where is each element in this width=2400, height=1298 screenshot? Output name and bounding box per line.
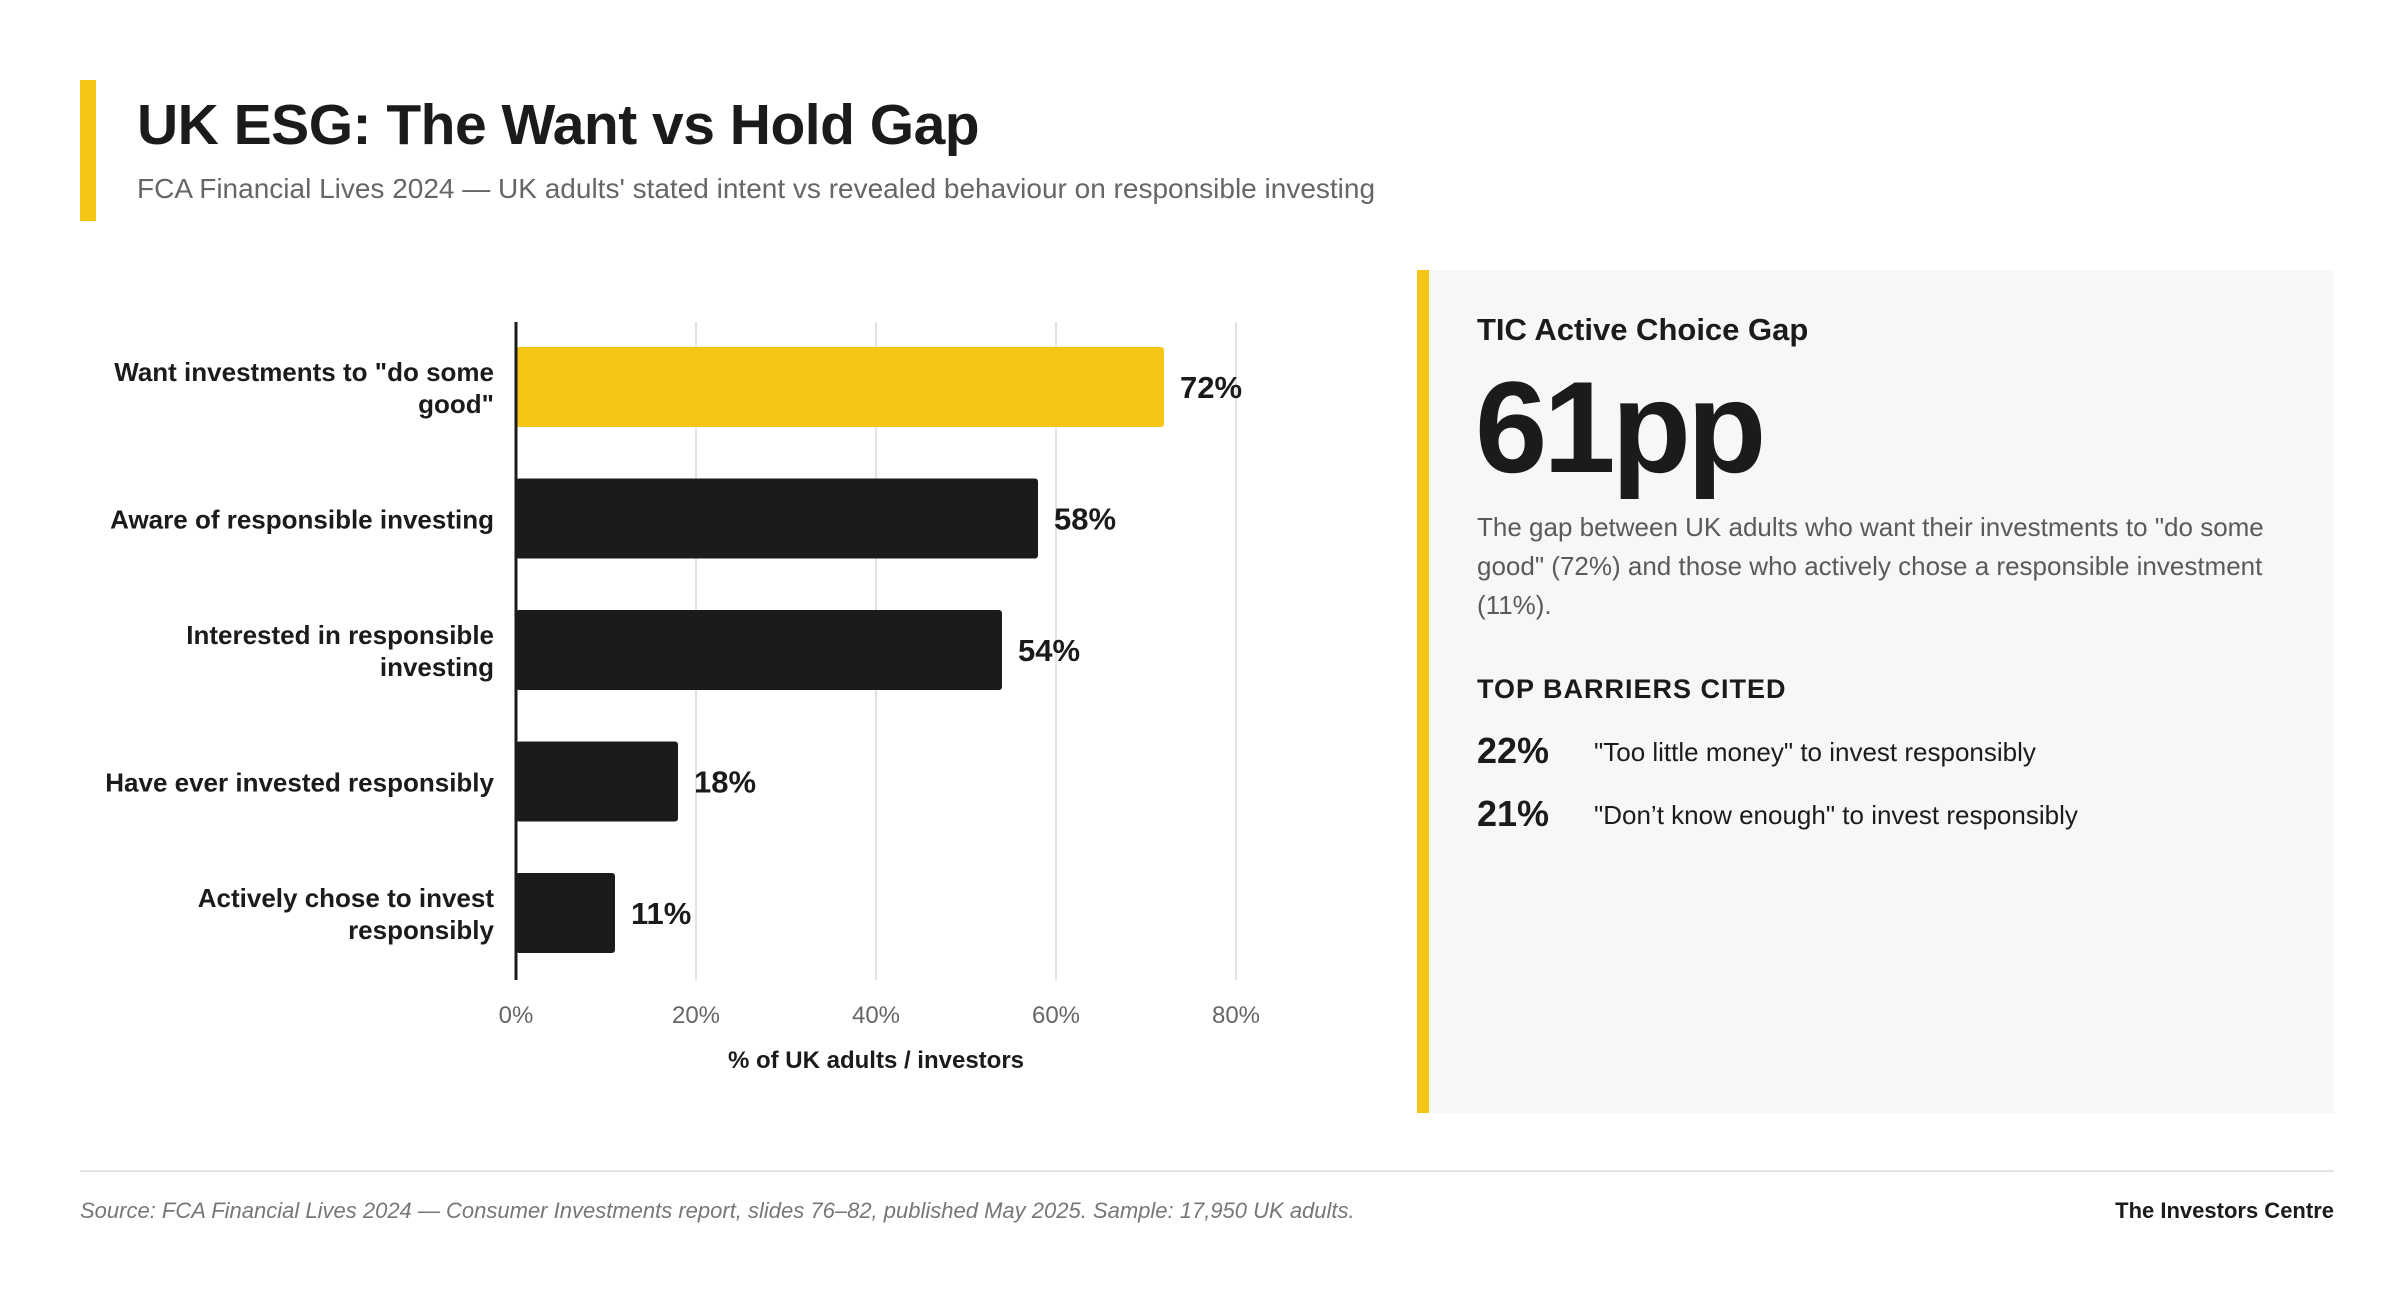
gap-summary-panel: TIC Active Choice Gap 61pp The gap betwe… [1417, 270, 2334, 1113]
category-label: Aware of responsible investing [110, 505, 494, 535]
category-label: Actively chose to invest responsibly [198, 883, 495, 945]
bar [516, 347, 1164, 427]
footer-divider [80, 1170, 2334, 1172]
barrier-percentage: 21% [1477, 793, 1550, 834]
category-label: Want investments to "do some good" [114, 357, 494, 419]
barrier-percentage: 22% [1477, 730, 1550, 771]
panel-heading: TIC Active Choice Gap [1477, 312, 1809, 347]
barrier-text: "Don’t know enough" to invest responsibl… [1594, 800, 2078, 830]
category-label: Have ever invested responsibly [105, 768, 494, 798]
bar-value-label: 54% [1018, 633, 1080, 668]
brand-name: The Investors Centre [2115, 1198, 2334, 1223]
page-subtitle: FCA Financial Lives 2024 — UK adults' st… [137, 173, 1376, 204]
barriers-heading: TOP BARRIERS CITED [1477, 674, 1787, 704]
bar [516, 478, 1038, 559]
x-tick-label: 0% [499, 1002, 534, 1029]
gap-description: The gap between UK adults who want their… [1477, 512, 2264, 620]
bar [516, 741, 678, 822]
barrier-text: "Too little money" to invest responsibly [1594, 737, 2036, 767]
page-title: UK ESG: The Want vs Hold Gap [137, 93, 980, 157]
bar [516, 610, 1002, 690]
bar [516, 873, 615, 953]
bar-value-label: 18% [694, 765, 756, 800]
x-tick-label: 80% [1212, 1002, 1260, 1029]
source-note: Source: FCA Financial Lives 2024 — Consu… [80, 1198, 1355, 1223]
x-axis-title: % of UK adults / investors [728, 1047, 1024, 1074]
bar-value-label: 72% [1180, 370, 1242, 405]
bar-chart: 0% 20% 40% 60% 80% 72% Want investments to "do… [105, 322, 1260, 1074]
x-tick-label: 20% [672, 1002, 720, 1029]
x-tick-label: 60% [1032, 1002, 1080, 1029]
header-accent-bar [80, 80, 96, 221]
panel-accent-bar [1417, 270, 1429, 1113]
bar-value-label: 11% [631, 896, 691, 931]
x-tick-label: 40% [852, 1002, 900, 1029]
gap-big-number: 61pp [1475, 354, 1766, 500]
bar-value-label: 58% [1054, 502, 1116, 537]
category-label: Interested in responsible investing [186, 620, 494, 682]
